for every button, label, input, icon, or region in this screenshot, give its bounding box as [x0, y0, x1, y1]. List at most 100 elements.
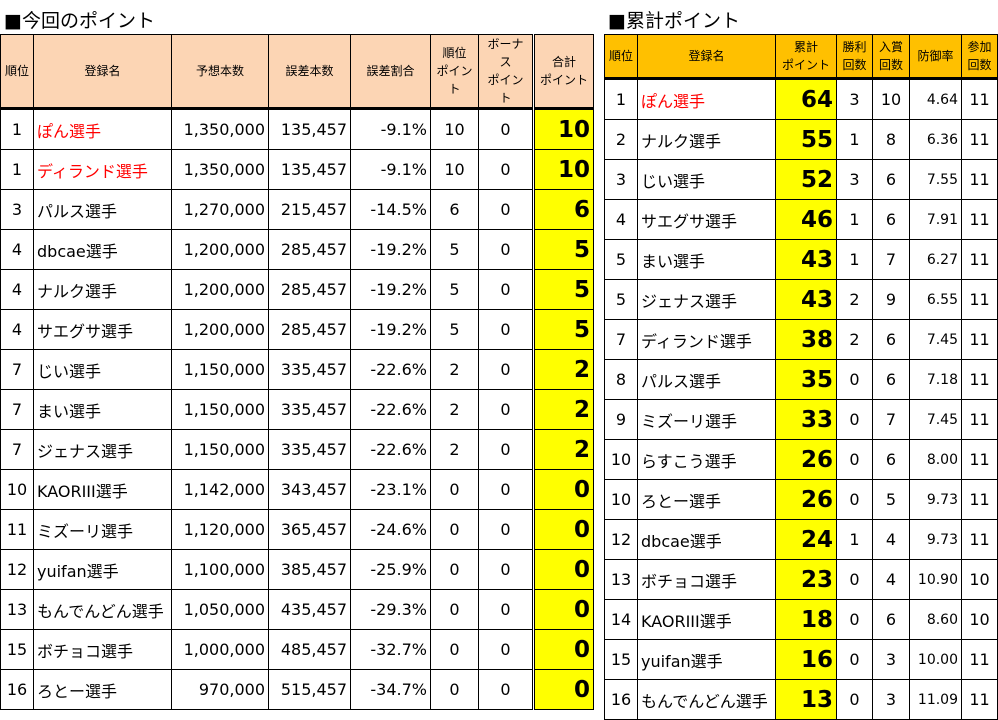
table-cell: 6.55 — [909, 279, 962, 320]
table-cell: 4 — [0, 269, 34, 310]
player-name: ディランド選手 — [637, 319, 776, 360]
table-cell: 0 — [532, 589, 594, 630]
table-cell: 6 — [872, 439, 910, 480]
player-name: ナルク選手 — [33, 269, 172, 310]
player-name: ジェナス選手 — [637, 279, 776, 320]
table-row: 16 もんでんどん選手 13 0 3 11.09 11 — [604, 679, 998, 720]
table-cell: -19.2% — [350, 309, 431, 350]
table-cell: 5 — [604, 279, 638, 320]
table-cell: 1,200,000 — [171, 269, 269, 310]
table-cell: 365,457 — [268, 509, 351, 550]
table-cell: -29.3% — [350, 589, 431, 630]
table-cell: 7.55 — [909, 159, 962, 200]
table-cell: -14.5% — [350, 189, 431, 230]
table-cell: -32.7% — [350, 629, 431, 670]
player-name: もんでんどん選手 — [33, 589, 172, 630]
player-name: dbcae選手 — [637, 519, 776, 560]
column-header: 順位 — [0, 34, 34, 110]
table-cell: 11 — [961, 279, 998, 320]
table-cell: 0 — [478, 509, 534, 550]
table-row: 15 ボチョコ選手 1,000,000 485,457 -32.7% 0 0 0 — [0, 629, 594, 670]
table-cell: 1 — [836, 239, 873, 280]
table-cell: 12 — [0, 549, 34, 590]
player-name: yuifan選手 — [33, 549, 172, 590]
table-row: 2 ナルク選手 55 1 8 6.36 11 — [604, 119, 998, 160]
table-cell: 2 — [836, 279, 873, 320]
column-header: 登録名 — [33, 34, 172, 110]
table-cell: 0 — [478, 229, 534, 270]
table-row: 10 ろとー選手 26 0 5 9.73 11 — [604, 479, 998, 520]
player-name: ろとー選手 — [33, 669, 172, 710]
table-row: 10 KAORIII選手 1,142,000 343,457 -23.1% 0 0 0 — [0, 469, 594, 510]
player-name: ボチョコ選手 — [637, 559, 776, 600]
table-cell: 1,350,000 — [171, 149, 269, 190]
table-cell: 10 — [604, 479, 638, 520]
table-cell: 1,142,000 — [171, 469, 269, 510]
table-cell: 9.73 — [909, 479, 962, 520]
table-cell: 435,457 — [268, 589, 351, 630]
table-cell: 3 — [0, 189, 34, 230]
table-cell: 9 — [604, 399, 638, 440]
table-cell: 1 — [604, 78, 638, 120]
table-cell: 4 — [872, 519, 910, 560]
current-points-table: 順位 登録名 予想本数 誤差本数 誤差割合 順位 ポイント ボーナス ポイント 合計 ポイント… — [0, 34, 594, 710]
table-cell: 8.00 — [909, 439, 962, 480]
table-cell: -23.1% — [350, 469, 431, 510]
table-row: 12 yuifan選手 1,100,000 385,457 -25.9% 0 0 0 — [0, 549, 594, 590]
table-cell: 10 — [532, 149, 594, 190]
table-row: 12 dbcae選手 24 1 4 9.73 11 — [604, 519, 998, 560]
table-cell: 11 — [961, 119, 998, 160]
table-cell: 11.09 — [909, 679, 962, 720]
table-cell: 3 — [836, 78, 873, 120]
table-cell: 0 — [430, 629, 479, 670]
table-cell: 215,457 — [268, 189, 351, 230]
table-cell: 485,457 — [268, 629, 351, 670]
table-cell: 10 — [961, 559, 998, 600]
table-cell: 970,000 — [171, 669, 269, 710]
table-cell: 2 — [604, 119, 638, 160]
table-cell: 1,050,000 — [171, 589, 269, 630]
column-header: 誤差割合 — [350, 34, 431, 110]
table-cell: 0 — [836, 439, 873, 480]
table-cell: 0 — [478, 589, 534, 630]
table-cell: -22.6% — [350, 429, 431, 470]
table-cell: 33 — [775, 399, 837, 440]
table-cell: 2 — [532, 349, 594, 390]
column-header: 予想本数 — [171, 34, 269, 110]
table-cell: 4 — [0, 309, 34, 350]
table-cell: 13 — [775, 679, 837, 720]
table-row: 4 dbcae選手 1,200,000 285,457 -19.2% 5 0 5 — [0, 229, 594, 270]
table-cell: 11 — [961, 519, 998, 560]
table-cell: 3 — [872, 639, 910, 680]
table-cell: 6 — [872, 159, 910, 200]
column-header: ボーナス ポイント — [478, 34, 534, 110]
player-name: ミズーリ選手 — [637, 399, 776, 440]
table-cell: 6 — [430, 189, 479, 230]
table-cell: 0 — [478, 269, 534, 310]
table-cell: 14 — [604, 599, 638, 640]
table-cell: 135,457 — [268, 108, 351, 150]
table-cell: 7 — [872, 399, 910, 440]
table-cell: 343,457 — [268, 469, 351, 510]
table-row: 5 ジェナス選手 43 2 9 6.55 11 — [604, 279, 998, 320]
table-cell: 10.90 — [909, 559, 962, 600]
table-cell: 335,457 — [268, 349, 351, 390]
column-header: 登録名 — [637, 34, 776, 80]
table-cell: 1,150,000 — [171, 429, 269, 470]
column-header: 順位 — [604, 34, 638, 80]
table-cell: 0 — [478, 549, 534, 590]
table-cell: 6 — [532, 189, 594, 230]
column-header: 勝利 回数 — [836, 34, 873, 80]
table-cell: 1,000,000 — [171, 629, 269, 670]
table-row: 7 ジェナス選手 1,150,000 335,457 -22.6% 2 0 2 — [0, 429, 594, 470]
table-cell: 0 — [478, 108, 534, 150]
table-cell: 8 — [604, 359, 638, 400]
table-row: 4 サエグサ選手 46 1 6 7.91 11 — [604, 199, 998, 240]
table-cell: 0 — [836, 639, 873, 680]
table-cell: 11 — [961, 439, 998, 480]
table-cell: 52 — [775, 159, 837, 200]
table-row: 1 ぽん選手 64 3 10 4.64 11 — [604, 78, 998, 120]
table-cell: 13 — [604, 559, 638, 600]
table-cell: 15 — [0, 629, 34, 670]
table-cell: 1 — [836, 119, 873, 160]
